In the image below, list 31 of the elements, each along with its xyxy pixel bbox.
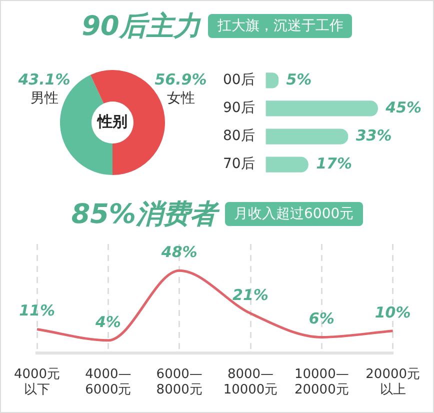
data-label: 10%: [374, 303, 411, 322]
x-tick-label: 4000元以下: [14, 366, 60, 398]
chart-subtitle: 扛大旗，沉迷于工作: [208, 14, 352, 38]
chart-subtitle: 月收入超过6000元: [225, 202, 363, 226]
y-tick-label: 70后: [222, 156, 255, 172]
data-label: 11%: [19, 302, 55, 320]
data-label: 56.9%: [154, 70, 207, 88]
text: 性别: [96, 112, 128, 130]
x-tick-label: 4000— 6000元: [85, 366, 132, 398]
x-tick-label: 10000— 20000元: [294, 366, 349, 398]
data-label: 33%: [356, 126, 392, 144]
data-label: 5%: [286, 70, 312, 88]
slice-label: 男性: [30, 90, 58, 107]
y-tick-label: 90后: [222, 100, 255, 116]
bar: [266, 128, 348, 144]
data-label: 21%: [232, 286, 268, 304]
data-label: 43.1%: [17, 70, 70, 88]
data-label: 48%: [160, 243, 198, 262]
chart-title: 90后主力: [82, 10, 200, 44]
data-label: 6%: [308, 310, 334, 328]
y-tick-label: 80后: [222, 128, 255, 144]
data-label: 17%: [316, 154, 352, 172]
bar: [266, 100, 378, 116]
x-tick-label: 20000元以上: [366, 366, 420, 398]
data-label: 45%: [384, 98, 422, 116]
data-label: 4%: [94, 312, 121, 331]
y-tick-label: 00后: [222, 72, 255, 88]
x-tick-label: 8000— 10000元: [223, 366, 278, 398]
bar: [266, 156, 308, 172]
slice-label: 女性: [166, 90, 195, 107]
x-tick-label: 6000— 8000元: [156, 366, 202, 398]
